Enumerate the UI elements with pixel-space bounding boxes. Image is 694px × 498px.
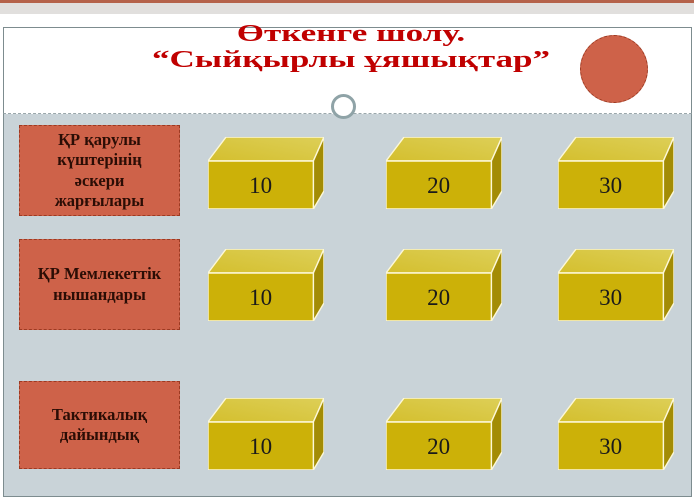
svg-text:10: 10 — [249, 434, 272, 459]
svg-text:20: 20 — [427, 173, 450, 198]
svg-text:30: 30 — [599, 173, 622, 198]
svg-text:30: 30 — [599, 434, 622, 459]
svg-text:20: 20 — [427, 285, 450, 310]
svg-text:20: 20 — [427, 434, 450, 459]
svg-text:10: 10 — [249, 173, 272, 198]
svg-text:30: 30 — [599, 285, 622, 310]
svg-text:10: 10 — [249, 285, 272, 310]
